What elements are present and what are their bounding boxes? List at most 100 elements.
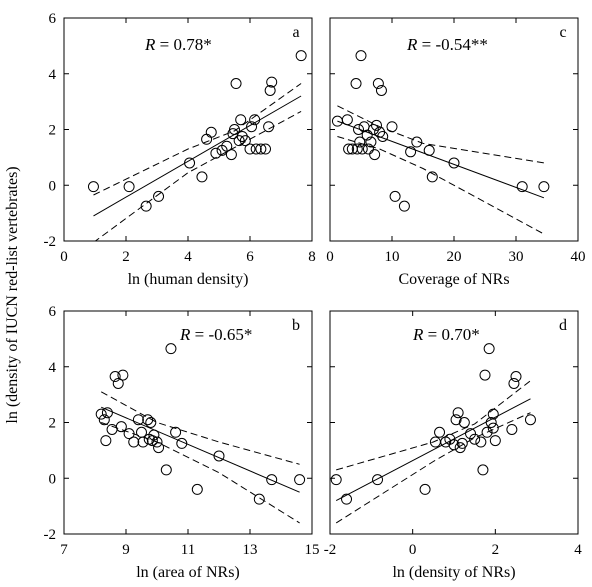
panel-d-r-value: = 0.70* — [423, 325, 479, 344]
panel-b-x-tick-label: 13 — [243, 542, 258, 558]
panel-d-data-point — [452, 407, 464, 419]
panel-b-data-point — [142, 414, 154, 426]
panel-c-data-point — [369, 149, 381, 161]
panel-d-data-point — [456, 437, 468, 449]
panel-d-x-axis-label: ln (density of NRs) — [392, 564, 515, 581]
panel-c-ci-lower-line — [337, 136, 545, 235]
panel-c-data-point — [341, 114, 353, 126]
panel-d-data-point — [489, 435, 501, 447]
panel-a-data-point — [295, 50, 307, 62]
panel-b-data-point — [294, 474, 306, 486]
panel-b-data-point — [160, 464, 172, 476]
panel-b-data-point — [170, 426, 182, 438]
panel-a-data-point — [249, 114, 261, 126]
panel-d-data-point — [341, 493, 353, 505]
panel-b-data-point — [109, 371, 121, 383]
panel-a-data-point — [153, 190, 165, 202]
panel-b-data-point — [95, 408, 107, 420]
panel-c-data-point — [405, 146, 417, 158]
panel-c-letter: c — [559, 24, 566, 41]
panel-d-data-point — [458, 417, 470, 428]
panel-c-data-point — [538, 181, 550, 193]
panel-d-data-point — [508, 377, 520, 389]
panel-c-data-point — [362, 143, 374, 155]
panel-a-data-point — [87, 181, 99, 193]
panel-c-x-tick-label: 10 — [385, 249, 400, 265]
panel-c-ci-upper-line — [337, 105, 544, 164]
panel-b-data-point — [101, 407, 113, 419]
panel-b-data-point — [123, 428, 135, 440]
panel-d-data-point — [487, 408, 499, 420]
panel-a-data-point — [210, 147, 222, 159]
panel-d-data-point — [475, 436, 487, 448]
panel-a-y-tick-label: 6 — [49, 11, 57, 27]
panel-b-ci-lower-line — [101, 422, 300, 524]
panel-a-data-point — [235, 114, 247, 126]
panel-b-data-point — [151, 436, 163, 448]
panel-c-data-point — [426, 171, 438, 183]
panel-b-r-value: = -0.65* — [190, 325, 252, 344]
panel-a-data-point — [246, 121, 258, 133]
panel-d-ci-lower-line — [335, 412, 531, 524]
panel-a-data-point — [201, 133, 213, 145]
panel-a-data-point — [196, 171, 208, 183]
panel-b-y-tick-label: 4 — [49, 360, 57, 376]
panel-a-data-point — [225, 149, 237, 161]
panel-b-fit-line — [101, 406, 300, 493]
panel-d-data-point — [372, 474, 384, 486]
panel-a-data-point — [239, 135, 251, 147]
panel-c-data-point — [365, 136, 377, 148]
panel-b-data-point — [191, 483, 203, 495]
panel-d-data-point — [434, 426, 446, 438]
panel-c-data-point — [353, 124, 365, 135]
panel-d-data-point — [524, 414, 536, 426]
panel-a-data-point — [264, 84, 276, 96]
panel-d-fit-line — [335, 398, 531, 502]
panel-b-data-point — [100, 435, 112, 447]
panel-d-data-point — [487, 422, 499, 434]
panel-c-data-point — [398, 200, 410, 212]
panel-a-r-annotation: R = 0.78* — [144, 35, 212, 54]
panel-b-x-tick-label: 7 — [60, 542, 68, 558]
panel-c-x-tick-label: 30 — [509, 249, 524, 265]
panel-c-data-point — [355, 50, 367, 62]
panel-c-data-point — [377, 130, 389, 142]
panel-c-data-point — [356, 143, 368, 155]
panel-c-x-axis-label: Coverage of NRs — [398, 271, 509, 288]
panel-c-x-tick-label: 40 — [571, 249, 586, 265]
panel-d-data-point — [419, 483, 431, 495]
panel-b-data-point — [253, 493, 265, 505]
panel-a-x-tick-label: 6 — [246, 249, 254, 265]
panel-c-data-point — [372, 78, 384, 90]
panel-c: 0 10 20 30 40 Coverage of NRs R = -0.54** c — [326, 17, 586, 288]
panel-d-data-point — [483, 343, 495, 355]
panel-a-data-point — [266, 76, 278, 88]
panel-a-y-tick-label: 2 — [49, 123, 57, 139]
panel-b-data-point — [115, 421, 127, 433]
panel-c-data-point — [354, 136, 366, 148]
panel-c-data-point — [375, 84, 387, 96]
panel-a-data-point — [255, 143, 267, 155]
panel-d-data-point — [465, 428, 477, 440]
panel-a-data-point — [205, 126, 217, 138]
panel-b-letter: b — [292, 317, 300, 334]
panel-d-data-point — [477, 464, 489, 476]
panel-d-data-point — [481, 426, 493, 438]
panel-a-data-point — [263, 121, 275, 133]
panel-d-data-point — [510, 371, 522, 383]
panel-d-frame — [329, 310, 579, 535]
panel-c-data-point — [389, 190, 401, 202]
panel-b-data-point — [132, 414, 144, 426]
panel-a-r-symbol: R — [144, 35, 156, 54]
panel-c-x-tick-label: 0 — [326, 249, 334, 265]
panel-a-y-tick-label: -2 — [44, 234, 57, 250]
shared-y-axis-label: ln (density of IUCN red-list vertebrates… — [4, 166, 21, 423]
panel-d-data-point — [479, 369, 491, 381]
panel-b-ci-upper-line — [100, 391, 300, 465]
panel-d-r-symbol: R — [412, 325, 424, 344]
panel-a-data-point — [260, 143, 271, 155]
panel-b-y-tick-label: -2 — [44, 527, 57, 543]
panel-b-data-point — [146, 435, 158, 447]
panel-a-x-tick-label: 0 — [60, 249, 68, 265]
